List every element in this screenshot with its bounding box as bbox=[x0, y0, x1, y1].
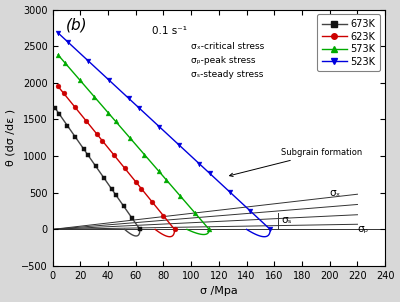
Text: σₓ: σₓ bbox=[330, 188, 341, 198]
X-axis label: σ /Mpa: σ /Mpa bbox=[200, 286, 238, 297]
Text: Subgrain formation: Subgrain formation bbox=[230, 148, 362, 176]
Text: σₚ: σₚ bbox=[358, 224, 369, 234]
Text: σₚ-peak stress: σₚ-peak stress bbox=[191, 56, 255, 65]
Legend: 673K, 623K, 573K, 523K: 673K, 623K, 573K, 523K bbox=[318, 14, 380, 72]
Text: σₓ-critical stress: σₓ-critical stress bbox=[191, 42, 264, 51]
Y-axis label: θ (dσ /dε ): θ (dσ /dε ) bbox=[6, 109, 16, 166]
Text: σₛ: σₛ bbox=[281, 215, 292, 225]
Text: σₛ-steady stress: σₛ-steady stress bbox=[191, 70, 263, 79]
Text: (b): (b) bbox=[66, 17, 88, 32]
Text: 0.1 s⁻¹: 0.1 s⁻¹ bbox=[152, 26, 187, 36]
